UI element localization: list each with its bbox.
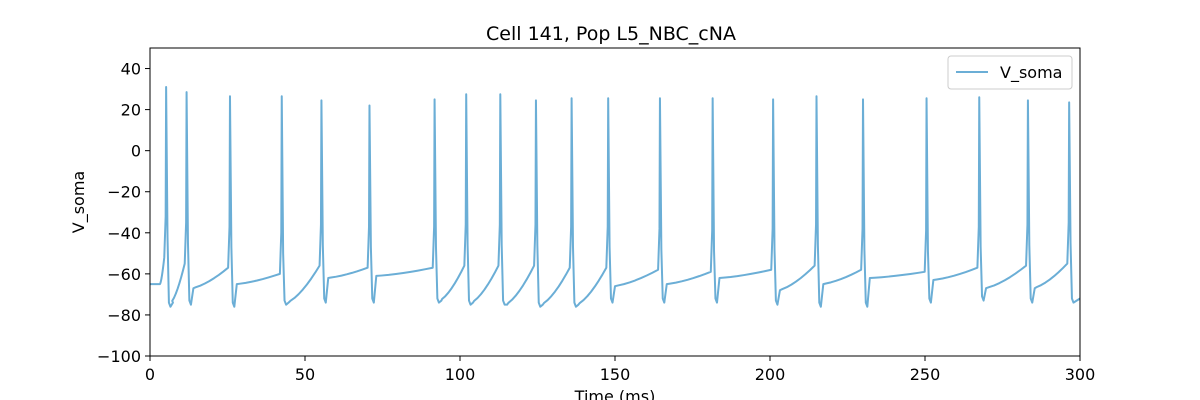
x-tick-label: 0 — [145, 365, 155, 384]
x-tick-label: 300 — [1065, 365, 1096, 384]
y-tick-label: 20 — [121, 101, 141, 120]
y-tick-label: −20 — [107, 183, 141, 202]
y-tick-label: −60 — [107, 265, 141, 284]
plot-frame — [149, 47, 1081, 357]
y-tick-label: −40 — [107, 224, 141, 243]
x-tick-label: 100 — [445, 365, 476, 384]
chart-title: Cell 141, Pop L5_NBC_cNA — [486, 23, 736, 45]
x-tick-label: 250 — [910, 365, 941, 384]
legend-box — [947, 55, 1073, 90]
x-axis-label: Time (ms) — [574, 387, 656, 400]
y-tick-label: 40 — [121, 60, 141, 79]
y-tick-label: 0 — [131, 142, 141, 161]
y-axis-label: V_soma — [69, 171, 89, 233]
y-tick-label: −100 — [97, 347, 141, 366]
legend: V_soma — [947, 55, 1073, 90]
legend-label: V_soma — [1000, 63, 1062, 83]
y-tick-label: −80 — [107, 306, 141, 325]
series-line-v-soma — [150, 86, 1080, 308]
x-tick-label: 50 — [295, 365, 315, 384]
x-tick-label: 150 — [600, 365, 631, 384]
x-tick-label: 200 — [755, 365, 786, 384]
